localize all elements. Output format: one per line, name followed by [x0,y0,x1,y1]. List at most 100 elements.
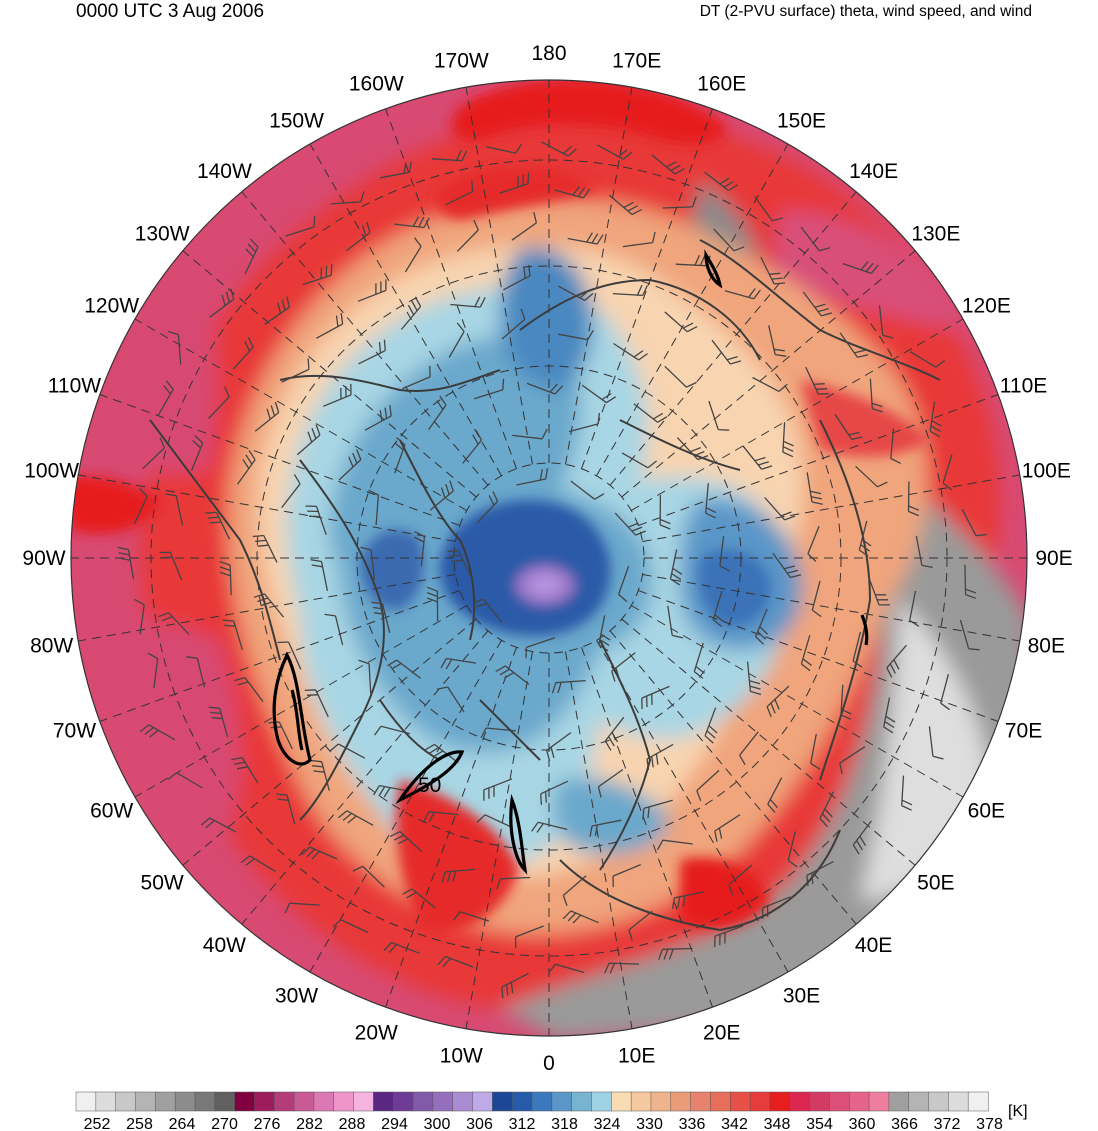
longitude-label: 30E [783,984,820,1007]
wind-barb [394,437,406,474]
colorbar-swatch [650,1091,672,1112]
wind-barb [383,941,420,954]
colorbar-swatch [967,1091,989,1112]
wind-barb [441,868,476,883]
meridian-line [581,108,713,469]
wind-barb [462,430,483,464]
wind-barb [324,613,344,646]
longitude-label: 40W [203,934,246,957]
wind-barb [371,601,391,633]
longitude-label: 140E [849,160,898,183]
colorbar-tick-label: 318 [551,1116,578,1131]
wind-barb [787,831,798,868]
wind-barb [641,685,670,710]
wind-barb [712,590,724,628]
wind-barb [928,726,944,760]
colorbar-swatch [611,1091,632,1112]
wind-barb [190,435,204,472]
wind-barb [693,642,705,679]
longitude-label: 50E [917,872,954,895]
longitude-label: 100E [1022,459,1071,482]
wind-barb [511,212,538,241]
wind-barb [304,689,329,718]
colorbar-swatch [511,1091,533,1112]
meridian-line [385,647,517,1008]
wind-barb [940,674,950,711]
wind-barb [352,865,385,888]
colorbar-swatch [829,1091,850,1112]
wind-barb [281,358,310,383]
longitude-label: 140W [197,160,252,183]
wind-barb [496,876,531,890]
wind-barb [142,437,166,470]
wind-barb [764,497,796,521]
wind-barb [186,656,206,688]
meridian-line [621,250,916,498]
wind-barb [855,465,888,488]
wind-barb [869,378,883,413]
wind-barb [752,376,788,392]
wind-barb [360,546,376,580]
wind-barb [909,351,945,368]
wind-barb [713,228,745,252]
wind-barb [404,237,422,273]
wind-barb [782,422,794,458]
colorbar-tick-label: 324 [594,1116,621,1131]
colorbar-tick-label: 264 [169,1116,196,1131]
wind-barb [858,520,872,557]
meridian-line [631,605,964,798]
wind-barb [806,861,834,887]
wind-barb [671,891,704,909]
colorbar-swatch [115,1091,137,1112]
wind-barb [379,161,412,179]
wind-barb [428,395,447,430]
wind-barb [301,846,338,860]
wind-barb [222,619,244,650]
wind-barb [219,560,232,596]
wind-barb [834,414,863,441]
wind-barb [200,817,237,833]
wind-barbs [117,141,987,999]
wind-barb [766,685,790,718]
wind-barb [659,494,671,530]
wind-barb [633,403,668,423]
wind-barb [754,608,769,645]
wind-barb [231,756,259,784]
colorbar-swatch [412,1091,434,1112]
wind-barb [167,772,203,789]
wind-barb [708,400,730,431]
wind-barb [387,659,421,679]
longitude-label: 70E [1005,720,1042,743]
wind-barb [483,778,513,801]
wind-barb [139,724,176,741]
colorbar-swatch [373,1091,394,1112]
colorbar-swatch [670,1091,692,1112]
wind-barb [852,631,863,668]
longitude-label: 150E [777,110,826,133]
wind-barb [133,488,148,524]
wind-barb [676,437,709,461]
wind-barb [310,759,330,791]
wind-barb [807,525,820,562]
wind-barb [562,910,599,924]
colorbar-swatch [809,1091,831,1112]
wind-barb [445,180,474,206]
wind-barb [117,546,135,580]
colorbar-swatch [75,1091,97,1112]
longitude-label: 30W [275,984,318,1007]
wind-barb [516,468,549,486]
graticule [71,80,1027,1036]
wind-barb [426,586,439,622]
wind-barb [209,288,235,318]
wind-barb [608,194,643,216]
wind-barb [558,329,594,341]
longitude-label: 120E [962,295,1011,318]
wind-barb [456,219,479,252]
colorbar-tick-label: 294 [381,1116,408,1131]
wind-barb [840,684,852,720]
wind-barb [284,902,320,914]
wind-barb [332,919,369,934]
colorbar-swatch [135,1091,156,1112]
wind-barb [402,365,431,390]
wind-barb [772,552,802,579]
